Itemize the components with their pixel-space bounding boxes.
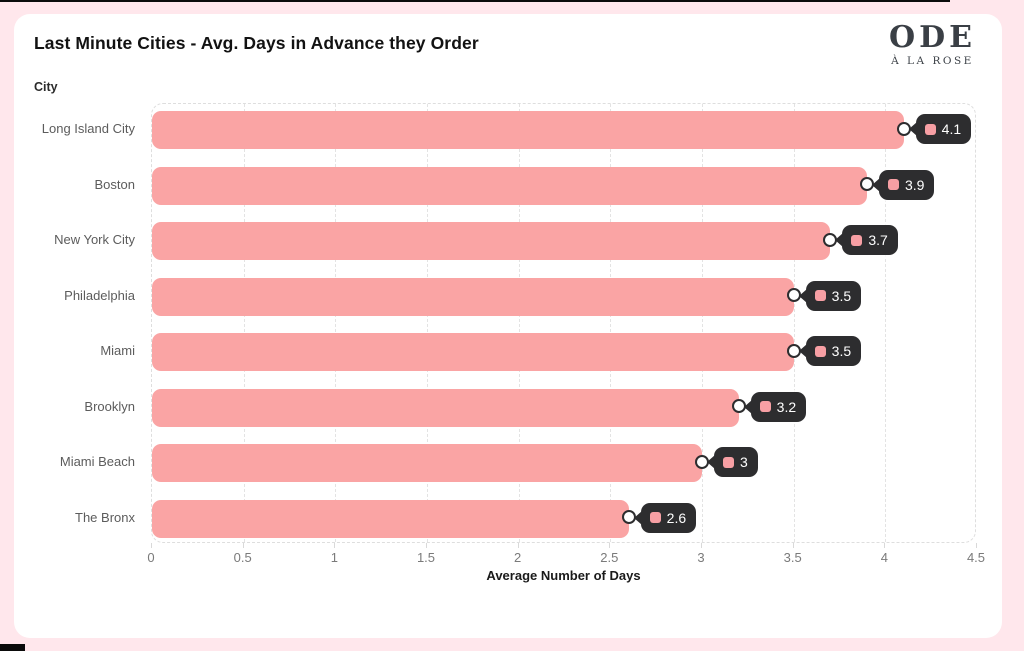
ode-a-la-rose-logo: ODE À LA ROSE <box>888 20 976 68</box>
tag-connector-dot <box>786 343 801 358</box>
tag-connector-dot <box>731 399 746 414</box>
tag-connector-dot <box>896 121 911 136</box>
x-tick-label: 0 <box>147 550 155 565</box>
bar-boston[interactable] <box>152 166 867 205</box>
bar-miami[interactable] <box>152 333 794 372</box>
value-tag[interactable]: 3.9 <box>871 169 935 200</box>
x-tick-label: 1.5 <box>416 550 436 565</box>
bar-brooklyn[interactable] <box>152 388 739 427</box>
tag-value-text: 3.5 <box>831 343 852 360</box>
tag-connector-dot <box>823 232 838 247</box>
x-tick-mark <box>517 543 519 548</box>
bar-the-bronx[interactable] <box>152 499 629 538</box>
gridline-x-2.5 <box>610 104 612 542</box>
value-tag[interactable]: 2.6 <box>633 502 697 533</box>
tag-value-text: 3.5 <box>831 287 852 304</box>
tag-value-text: 3.9 <box>905 176 925 193</box>
bar-long-island-city[interactable] <box>152 111 904 149</box>
gridline-x-2 <box>518 104 520 542</box>
gridline-x-3 <box>702 104 703 542</box>
category-label: Miami <box>100 343 135 359</box>
tag-color-swatch-icon <box>814 345 826 357</box>
x-tick-mark <box>609 543 611 548</box>
tag-connector-dot <box>786 288 801 303</box>
bar-miami-beach[interactable] <box>152 444 702 483</box>
x-tick-label: 4 <box>880 550 888 565</box>
category-label: Miami Beach <box>59 454 135 470</box>
chart-title: Last Minute Cities - Avg. Days in Advanc… <box>34 33 479 53</box>
value-tag[interactable]: 3.5 <box>798 336 862 367</box>
x-axis-title: Average Number of Days <box>486 568 641 583</box>
gridline-x-4 <box>885 104 887 542</box>
value-tag[interactable]: 3 <box>707 447 758 478</box>
tag-value-text: 4.1 <box>941 121 962 137</box>
tag-color-swatch-icon <box>649 512 661 524</box>
category-label: Brooklyn <box>84 398 135 414</box>
gridline-x-1.5 <box>427 104 428 542</box>
bar-philadelphia[interactable] <box>152 277 794 316</box>
tag-value-text: 3.2 <box>776 398 797 415</box>
value-tag[interactable]: 3.7 <box>835 225 898 256</box>
category-label: New York City <box>54 232 135 248</box>
value-tag[interactable]: 4.1 <box>908 114 972 144</box>
tag-color-swatch-icon <box>814 290 826 302</box>
x-tick-label: 3.5 <box>783 550 802 565</box>
gridline-x-0.5 <box>243 104 245 542</box>
tag-value-text: 2.6 <box>666 509 687 526</box>
tag-connector-dot <box>695 454 709 469</box>
logo-wordmark: ODE <box>888 20 976 55</box>
x-tick-mark <box>151 543 152 548</box>
x-tick-label: 3 <box>697 550 705 565</box>
category-label: The Bronx <box>75 509 135 525</box>
tag-color-swatch-icon <box>924 123 936 135</box>
gridline-x-1 <box>335 104 337 542</box>
x-tick-label: 2 <box>514 550 522 565</box>
x-tick-label: 4.5 <box>966 550 986 565</box>
gridline-x-3.5 <box>793 104 795 542</box>
tag-connector-dot <box>621 510 636 525</box>
tag-color-swatch-icon <box>723 456 734 468</box>
bar-new-york-city[interactable] <box>152 222 831 261</box>
category-label: Philadelphia <box>64 287 135 303</box>
x-tick-mark <box>976 543 977 548</box>
x-tick-mark <box>884 543 886 548</box>
tag-connector-dot <box>860 177 874 192</box>
category-label: Long Island City <box>41 121 135 136</box>
value-tag[interactable]: 3.5 <box>798 280 862 311</box>
x-tick-label: 0.5 <box>233 550 252 565</box>
screenshot-edge-artifact-top <box>0 0 950 2</box>
y-axis-title: City <box>34 80 58 94</box>
tag-color-swatch-icon <box>759 401 771 413</box>
tag-value-text: 3.7 <box>868 232 888 249</box>
x-tick-mark <box>334 543 336 548</box>
x-tick-mark <box>701 543 702 548</box>
x-tick-label: 2.5 <box>600 550 619 565</box>
tag-color-swatch-icon <box>888 179 899 191</box>
logo-tagline: À LA ROSE <box>891 55 974 67</box>
tag-value-text: 3 <box>740 454 748 471</box>
x-tick-mark <box>792 543 794 548</box>
x-tick-mark <box>242 543 244 548</box>
tag-color-swatch-icon <box>851 234 863 246</box>
value-tag[interactable]: 3.2 <box>743 391 807 422</box>
category-label: Boston <box>94 176 135 192</box>
screenshot-edge-artifact-bottom <box>0 644 25 651</box>
x-tick-mark <box>426 543 427 548</box>
plot-area <box>151 103 976 543</box>
x-tick-label: 1 <box>330 550 338 565</box>
